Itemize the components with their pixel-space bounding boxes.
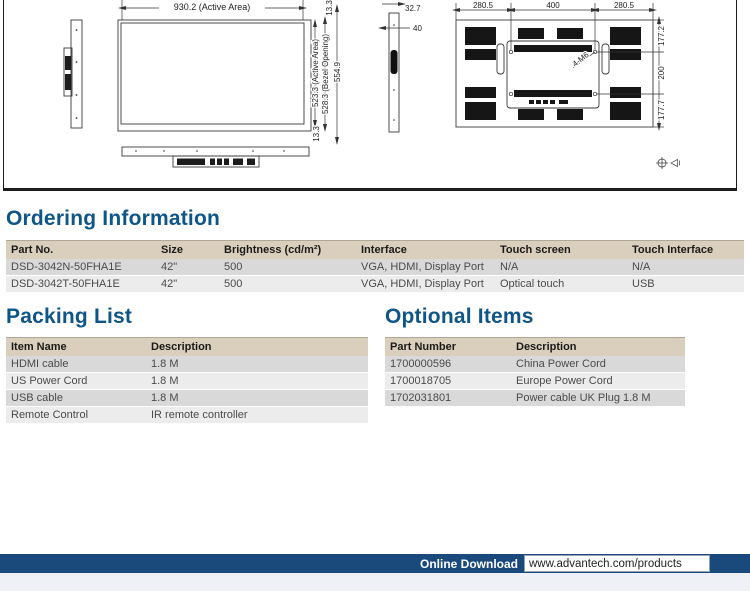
table-row: Remote Control IR remote controller	[6, 407, 368, 424]
column-header: Touch screen	[495, 240, 627, 259]
part-no-cell: DSD-3042T-50FHA1E	[6, 276, 156, 293]
table-row: HDMI cable 1.8 M	[6, 356, 368, 373]
column-header: Brightness (cd/m²)	[219, 240, 356, 259]
vesa-holes-label: 4-M6	[571, 50, 591, 69]
bezel-top-dim: 13.3	[325, 0, 334, 16]
column-header: Touch Interface	[627, 240, 744, 259]
packing-list-table: Item Name Description HDMI cable 1.8 M U…	[6, 337, 368, 424]
brightness-cell: 500	[219, 259, 356, 276]
interface-cell: VGA, HDMI, Display Port	[356, 276, 495, 293]
part-number-cell: 1700018705	[385, 373, 511, 390]
column-header: Part No.	[6, 240, 156, 259]
description-cell: China Power Cord	[511, 356, 685, 373]
depth-total-dim: 40	[413, 24, 422, 33]
ordering-information-table: Part No. Size Brightness (cd/m²) Interfa…	[6, 240, 744, 293]
download-url-box[interactable]: www.advantech.com/products	[524, 555, 710, 572]
bottom-view	[121, 146, 310, 168]
column-header: Item Name	[6, 337, 146, 356]
touch-screen-cell: Optical touch	[495, 276, 627, 293]
rear-top-offset-dim: 177.2	[657, 25, 666, 46]
size-cell: 42"	[156, 259, 219, 276]
size-cell: 42"	[156, 276, 219, 293]
touch-screen-cell: N/A	[495, 259, 627, 276]
table-row: USB cable 1.8 M	[6, 390, 368, 407]
optional-items-table: Part Number Description 1700000596 China…	[385, 337, 685, 407]
front-view: 930.2 (Active Area) 523.3 (Active Area) …	[117, 0, 343, 145]
description-cell: 1.8 M	[146, 373, 368, 390]
item-name-cell: HDMI cable	[6, 356, 146, 373]
interface-cell: VGA, HDMI, Display Port	[356, 259, 495, 276]
rear-center-dim: 400	[546, 1, 560, 10]
description-cell: 1.8 M	[146, 390, 368, 407]
item-name-cell: USB cable	[6, 390, 146, 407]
front-width-dim: 930.2 (Active Area)	[174, 2, 251, 12]
vesa-vertical-dim: 200	[657, 66, 666, 80]
table-row: DSD-3042T-50FHA1E 42" 500 VGA, HDMI, Dis…	[6, 276, 744, 293]
bezel-bottom-dim: 13.3	[312, 126, 321, 142]
bezel-opening-dim: 528.3 (Bezel Opening)	[321, 34, 330, 114]
table-row: US Power Cord 1.8 M	[6, 373, 368, 390]
rear-bottom-offset-dim: 177.7	[657, 99, 666, 120]
column-header: Size	[156, 240, 219, 259]
column-header: Description	[511, 337, 685, 356]
rear-left-dim: 280.5	[473, 1, 494, 10]
description-cell: Power cable UK Plug 1.8 M	[511, 390, 685, 407]
touch-interface-cell: N/A	[627, 259, 744, 276]
projection-symbol-icon	[656, 157, 680, 169]
column-header: Interface	[356, 240, 495, 259]
description-cell: IR remote controller	[146, 407, 368, 424]
left-side-view	[63, 19, 83, 129]
table-header-row: Part No. Size Brightness (cd/m²) Interfa…	[6, 240, 744, 259]
brightness-cell: 500	[219, 276, 356, 293]
description-cell: 1.8 M	[146, 356, 368, 373]
page-bottom-strip	[0, 573, 750, 591]
table-row: 1700000596 China Power Cord	[385, 356, 685, 373]
rear-view: 4-M6 280.5 400 280.5 177.2 200	[452, 0, 667, 131]
table-row: DSD-3042N-50FHA1E 42" 500 VGA, HDMI, Dis…	[6, 259, 744, 276]
item-name-cell: Remote Control	[6, 407, 146, 424]
item-name-cell: US Power Cord	[6, 373, 146, 390]
depth-front-dim: 32.7	[405, 4, 421, 13]
optional-items-heading: Optional Items	[385, 305, 534, 328]
rear-right-dim: 280.5	[614, 1, 635, 10]
ordering-information-heading: Ordering Information	[6, 207, 220, 230]
overall-height-dim: 554.9	[333, 61, 342, 82]
part-number-cell: 1700000596	[385, 356, 511, 373]
column-header: Part Number	[385, 337, 511, 356]
online-download-label: Online Download	[420, 556, 518, 571]
part-number-cell: 1702031801	[385, 390, 511, 407]
touch-interface-cell: USB	[627, 276, 744, 293]
packing-list-heading: Packing List	[6, 305, 133, 328]
right-side-view: 32.7 40	[378, 2, 424, 133]
part-no-cell: DSD-3042N-50FHA1E	[6, 259, 156, 276]
table-row: 1700018705 Europe Power Cord	[385, 373, 685, 390]
online-download-bar: Online Download www.advantech.com/produc…	[0, 554, 750, 573]
active-height-dim: 523.3 (Active Area)	[311, 39, 320, 107]
column-header: Description	[146, 337, 368, 356]
table-row: 1702031801 Power cable UK Plug 1.8 M	[385, 390, 685, 407]
dimension-drawing-panel: 930.2 (Active Area) 523.3 (Active Area) …	[3, 0, 737, 191]
dimension-drawing: 930.2 (Active Area) 523.3 (Active Area) …	[63, 0, 680, 169]
description-cell: Europe Power Cord	[511, 373, 685, 390]
table-header-row: Item Name Description	[6, 337, 368, 356]
table-header-row: Part Number Description	[385, 337, 685, 356]
